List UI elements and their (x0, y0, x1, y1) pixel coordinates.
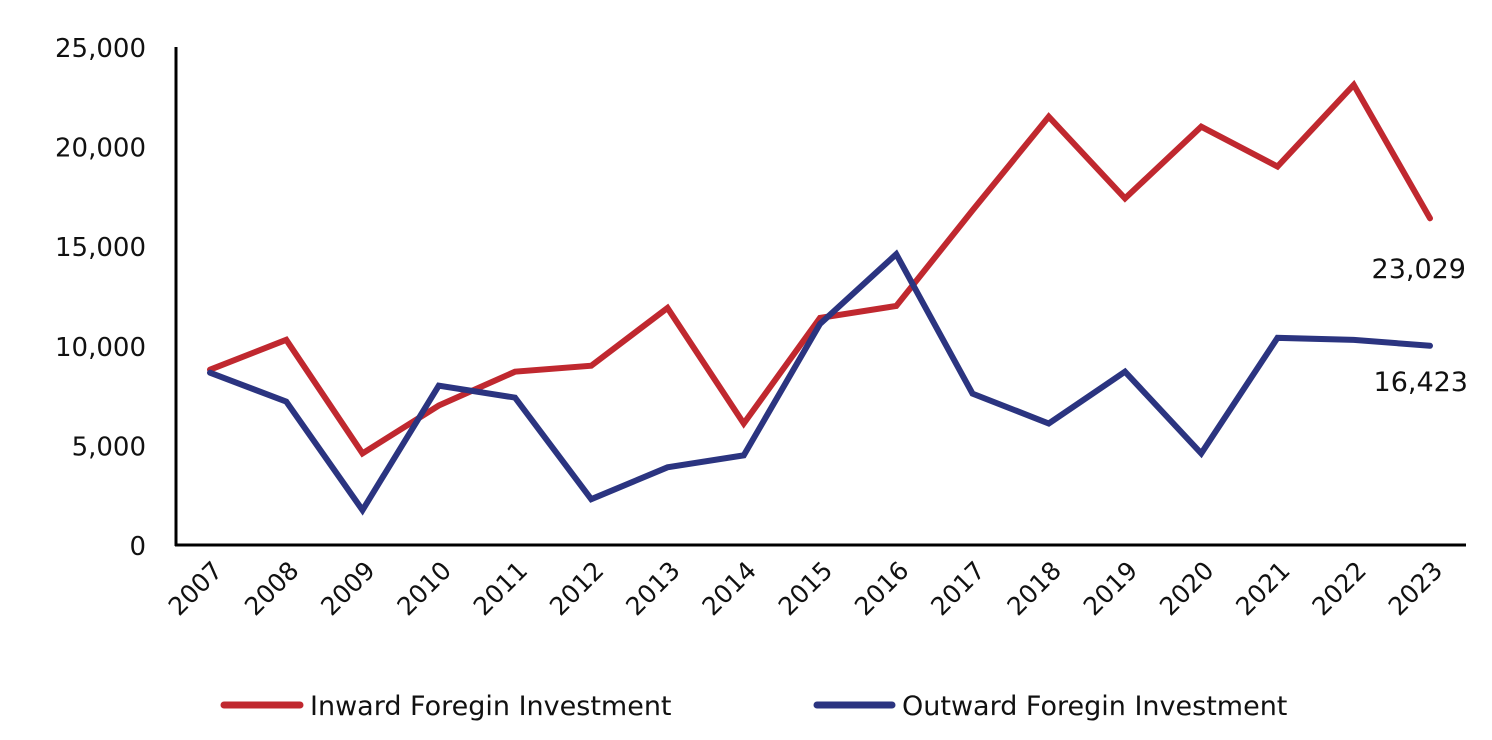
x-tick-label: 2013 (620, 556, 685, 621)
legend: Inward Foregin Investment Outward Foregi… (224, 691, 1287, 722)
y-tick-label: 10,000 (55, 333, 146, 363)
legend-label-outward: Outward Foregin Investment (902, 691, 1287, 722)
y-tick-label: 25,000 (55, 34, 146, 64)
x-tick-label: 2020 (1154, 556, 1219, 621)
x-tick-label: 2023 (1383, 556, 1448, 621)
x-tick-label: 2016 (849, 556, 914, 621)
annotation-label: 23,029 (1372, 254, 1466, 285)
y-tick-label: 5,000 (72, 432, 146, 462)
x-tick-label: 2012 (544, 556, 609, 621)
x-tick-label: 2007 (163, 556, 228, 621)
y-tick-label: 15,000 (55, 233, 146, 263)
legend-label-inward: Inward Foregin Investment (310, 691, 672, 722)
x-tick-label: 2021 (1230, 556, 1295, 621)
y-tick-label: 20,000 (55, 134, 146, 164)
x-tick-label: 2011 (468, 556, 533, 621)
x-tick-label: 2022 (1306, 556, 1371, 621)
series-lines (210, 85, 1430, 510)
annotation-label: 16,423 (1374, 367, 1468, 398)
series-line-outward (210, 254, 1430, 510)
x-tick-label: 2009 (315, 556, 380, 621)
x-tick-label: 2014 (696, 556, 761, 621)
y-tick-label: 0 (129, 532, 146, 562)
x-tick-label: 2010 (391, 556, 456, 621)
x-tick-label: 2015 (773, 556, 838, 621)
x-tick-label: 2018 (1001, 556, 1066, 621)
y-axis-ticks: 0 5,000 10,000 15,000 20,000 25,000 (55, 34, 146, 562)
x-tick-label: 2008 (239, 556, 304, 621)
x-tick-label: 2019 (1078, 556, 1143, 621)
x-tick-label: 2017 (925, 556, 990, 621)
series-line-inward (210, 85, 1430, 454)
